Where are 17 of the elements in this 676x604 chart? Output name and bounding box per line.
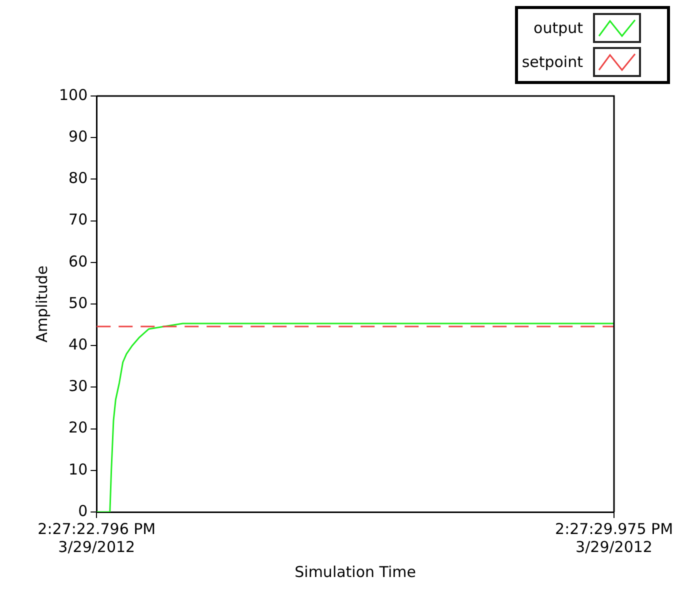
y-tick-label: 40: [68, 335, 88, 354]
x-axis-title: Simulation Time: [294, 562, 416, 581]
y-tick-label: 90: [68, 127, 88, 146]
y-tick-label: 50: [68, 294, 88, 312]
y-tick-label: 100: [58, 86, 88, 104]
y-tick-label: 60: [68, 252, 88, 270]
y-tick-label: 80: [68, 169, 88, 188]
y-tick-label: 30: [68, 377, 88, 396]
y-tick-label: 10: [68, 460, 88, 478]
x-tick-label: 2:27:29.975 PM 3/29/2012: [555, 520, 674, 556]
y-tick-label: 20: [68, 418, 88, 437]
x-tick-label: 2:27:22.796 PM 3/29/2012: [38, 520, 156, 556]
legend-label: setpoint: [522, 53, 583, 71]
legend-label: output: [534, 19, 583, 37]
y-axis-title: Amplitude: [32, 266, 51, 342]
y-tick-label: 0: [78, 502, 88, 520]
y-tick-label: 70: [68, 210, 88, 229]
